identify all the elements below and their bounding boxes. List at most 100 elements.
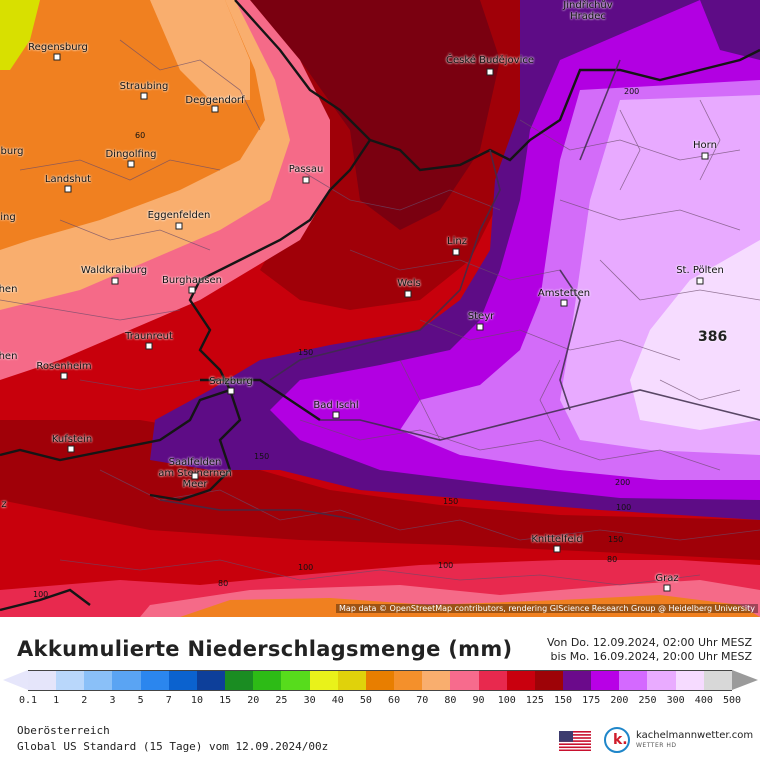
city-label: Kufstein: [51, 434, 93, 445]
city-marker: [53, 53, 61, 61]
scale-swatch: [337, 671, 366, 690]
scale-tick-label: 30: [303, 695, 316, 706]
scale-swatch: [534, 671, 563, 690]
band-150-north: [250, 0, 500, 230]
city-label: Landshut: [44, 174, 92, 185]
brand-name: kachelmannwetter.com: [636, 730, 754, 741]
scale-tick-labels: 0.1 1 2 3 5 7 10 15 20 25 30 40 50 60 70 80 90 100 125 150 1…: [14, 695, 748, 709]
scale-tick-label: 300: [666, 695, 685, 706]
scale-arrow-left: [3, 670, 28, 690]
scale-swatch: [394, 671, 423, 690]
scale-tick-label: 5: [137, 695, 144, 706]
scale-tick-label: 0.1: [18, 695, 38, 706]
scale-tick-label: 80: [444, 695, 457, 706]
scale-swatch: [56, 671, 85, 690]
city-label: St. Pölten: [676, 265, 724, 276]
city-marker: [696, 277, 704, 285]
city-label: Regensburg: [28, 42, 88, 53]
city-label: Dingolfing: [105, 149, 157, 160]
scale-swatch: [703, 671, 732, 690]
district-boundaries: [0, 39, 760, 586]
scale-swatch: [506, 671, 535, 690]
us-flag-icon[interactable]: [559, 731, 591, 751]
color-scale: [28, 670, 732, 691]
scale-tick-label: 40: [331, 695, 344, 706]
scale-tick-label: 10: [190, 695, 203, 706]
city-marker: [67, 445, 75, 453]
scale-swatch: [168, 671, 197, 690]
city-marker: [553, 545, 561, 553]
band-70-inner: [150, 0, 250, 100]
scale-arrow-right: [732, 670, 758, 690]
city-marker: [663, 584, 671, 592]
scale-swatch: [28, 671, 57, 690]
contour-label: 60: [135, 131, 146, 140]
city-label: Burghausen: [162, 275, 222, 286]
scale-tick-label: 3: [109, 695, 116, 706]
city-marker: [486, 68, 494, 76]
scale-tick-label: 250: [638, 695, 657, 706]
region-name: Oberösterreich: [17, 724, 110, 737]
scale-swatch: [253, 671, 282, 690]
city-marker: [111, 277, 119, 285]
contour-label: 100: [298, 563, 314, 572]
city-marker: [332, 411, 340, 419]
band-60-south: [180, 595, 760, 617]
precipitation-map[interactable]: 60 200 150 150 200 150 100 150 100 80 10…: [0, 0, 760, 617]
scale-swatch: [309, 671, 338, 690]
model-info: Global US Standard (15 Tage) vom 12.09.2…: [17, 740, 329, 753]
city-label: Knittelfeld: [531, 534, 583, 545]
scale-swatch: [281, 671, 310, 690]
city-label: Eggenfelden: [147, 210, 211, 221]
contour-label: 150: [298, 348, 314, 357]
scale-swatch: [225, 671, 254, 690]
scale-tick-label: 100: [497, 695, 516, 706]
city-label: Saalfelden am Steinernen Meer: [158, 457, 232, 490]
city-label: Rosenheim: [36, 361, 92, 372]
edge-label: ing: [0, 212, 16, 223]
scale-tick-label: 200: [610, 695, 629, 706]
scale-swatch: [562, 671, 592, 690]
scale-tick-label: 500: [722, 695, 742, 706]
city-marker: [227, 387, 235, 395]
contour-label: 200: [615, 478, 631, 487]
contour-label: 80: [218, 579, 229, 588]
contour-label: 100: [438, 561, 454, 570]
city-label: Waldkraiburg: [80, 265, 148, 276]
scale-tick-label: 125: [525, 695, 544, 706]
city-label: Salzburg: [209, 376, 253, 387]
band-175-ne: [700, 0, 760, 60]
city-marker: [145, 342, 153, 350]
city-label: Horn: [693, 140, 717, 151]
map-canvas: [0, 0, 760, 617]
national-borders: [0, 0, 760, 612]
edge-label: hen: [0, 351, 18, 362]
edge-label: z: [1, 499, 7, 510]
scale-swatch: [84, 671, 113, 690]
brand-logo[interactable]: k. kachelmannwetter.com WETTER HD: [604, 727, 754, 755]
scale-tick-label: 7: [165, 695, 172, 706]
city-marker: [191, 472, 199, 480]
brand-subtitle: WETTER HD: [636, 742, 677, 749]
city-marker: [64, 185, 72, 193]
scale-tick-label: 175: [582, 695, 601, 706]
scale-swatch: [478, 671, 507, 690]
map-attribution[interactable]: Map data © OpenStreetMap contributors, r…: [336, 604, 758, 613]
contour-label: 80: [607, 555, 618, 564]
city-label: Bad Ischl: [313, 400, 359, 411]
scale-swatch: [365, 671, 395, 690]
scale-swatch: [591, 671, 620, 690]
scale-swatch: [112, 671, 141, 690]
state-borders: [159, 59, 760, 521]
city-marker: [452, 248, 460, 256]
city-marker: [476, 323, 484, 331]
scale-swatch: [140, 671, 169, 690]
scale-tick-label: 60: [388, 695, 401, 706]
city-marker: [302, 176, 310, 184]
scale-tick-label: 20: [247, 695, 260, 706]
city-marker: [404, 290, 412, 298]
city-label: Straubing: [119, 81, 169, 92]
scale-tick-label: 50: [359, 695, 372, 706]
contour-label: 150: [608, 535, 624, 544]
city-label: Amstetten: [537, 288, 591, 299]
